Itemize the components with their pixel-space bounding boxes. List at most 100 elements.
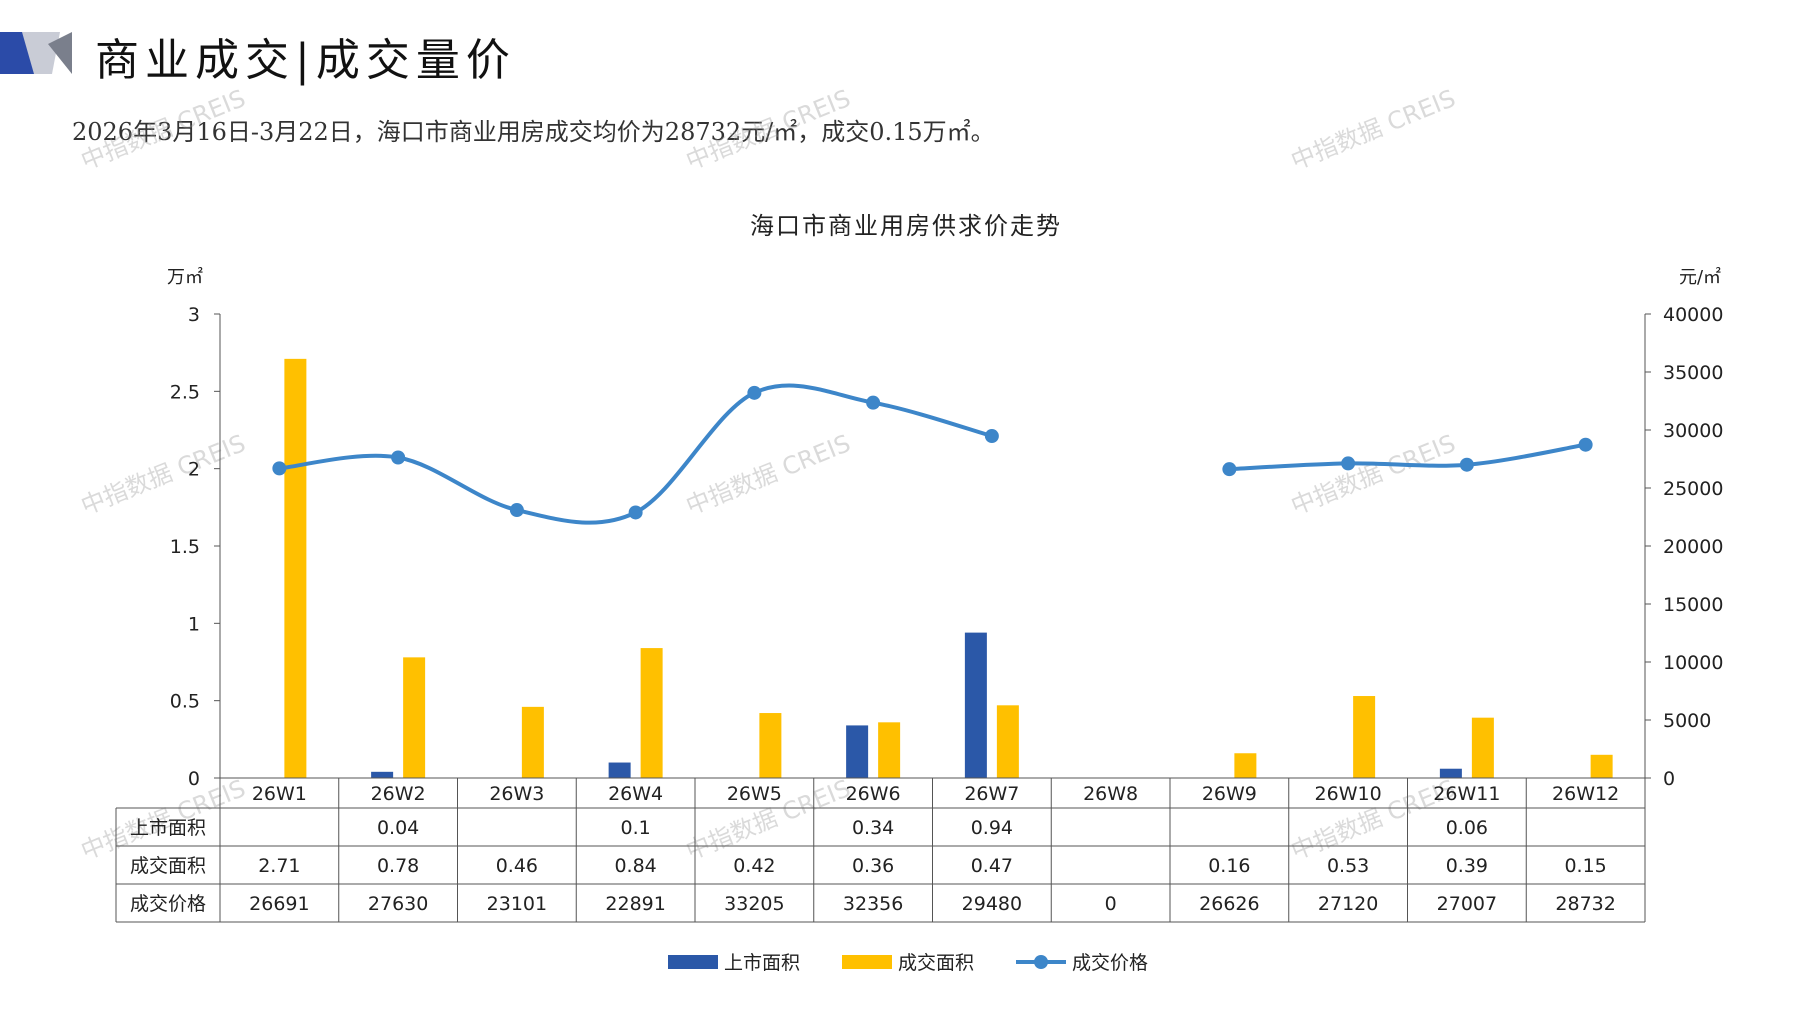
bar-deal-area	[1590, 754, 1613, 778]
price-point	[391, 450, 406, 465]
data-label: 0.46	[496, 855, 538, 877]
table-row-header: 上市面积	[130, 817, 206, 839]
legend-marker-price	[1034, 955, 1048, 969]
price-point	[1459, 457, 1474, 472]
y-left-tick-label: 2.5	[170, 381, 200, 403]
legend-swatch-supply	[668, 955, 718, 969]
bar-deal-area	[640, 648, 663, 778]
page-title: 商业成交|成交量价	[95, 35, 516, 86]
axes: 3 2.5 2 1.5 1 0.5 0 40000 35000 30000 25000 20000 15…	[170, 304, 1724, 790]
data-label: 27630	[368, 893, 428, 915]
x-tick-label: 26W12	[1552, 783, 1619, 805]
y-right-tick-label: 0	[1663, 768, 1675, 790]
bar-deal-area	[284, 358, 307, 778]
data-label: 22891	[605, 893, 665, 915]
y-right-tick-label: 5000	[1663, 710, 1711, 732]
data-label: 27120	[1318, 893, 1378, 915]
x-tick-label: 26W4	[608, 783, 663, 805]
y-right-tick-label: 25000	[1663, 478, 1723, 500]
y-right-tick-label: 20000	[1663, 536, 1723, 558]
y-right-unit: 元/㎡	[1679, 266, 1721, 288]
price-point	[509, 503, 524, 518]
y-left-tick-label: 1.5	[170, 536, 200, 558]
bar-deal-area	[996, 705, 1019, 778]
data-label: 0.16	[1208, 855, 1250, 877]
bar-supply-area	[846, 725, 869, 778]
y-left-tick-label: 2	[188, 459, 200, 481]
price-point	[1341, 456, 1356, 471]
y-left-tick-label: 0	[188, 768, 200, 790]
x-tick-label: 26W9	[1202, 783, 1257, 805]
data-label: 0.1	[621, 817, 651, 839]
bar-supply-area	[608, 762, 631, 778]
bar-deal-area	[759, 713, 782, 778]
data-label: 0.53	[1327, 855, 1369, 877]
data-label: 27007	[1437, 893, 1497, 915]
price-point	[1222, 462, 1237, 477]
y-right-tick-label: 15000	[1663, 594, 1723, 616]
y-right-tick-label: 40000	[1663, 304, 1723, 326]
data-label: 23101	[487, 893, 547, 915]
data-label: 0.06	[1446, 817, 1488, 839]
x-tick-label: 26W11	[1433, 783, 1500, 805]
data-label: 33205	[724, 893, 784, 915]
data-label: 32356	[843, 893, 903, 915]
x-tick-label: 26W1	[252, 783, 307, 805]
data-label: 0.84	[614, 855, 656, 877]
data-label: 0.39	[1446, 855, 1488, 877]
bar-deal-area	[403, 657, 426, 778]
data-label: 2.71	[258, 855, 300, 877]
bar-deal-area	[1471, 717, 1494, 778]
data-label: 0.94	[971, 817, 1013, 839]
chart-title: 海口市商业用房供求价走势	[750, 212, 1062, 240]
price-point	[1578, 437, 1593, 452]
bar-supply-area	[1439, 768, 1462, 778]
data-label: 28732	[1555, 893, 1615, 915]
x-tick-label: 26W5	[727, 783, 782, 805]
logo-icon	[0, 32, 72, 74]
bar-supply-area	[371, 771, 394, 778]
price-point	[747, 385, 762, 400]
y-left-tick-label: 0.5	[170, 691, 200, 713]
y-left-tick-label: 3	[188, 304, 200, 326]
x-tick-label: 26W3	[489, 783, 544, 805]
data-label: 29480	[962, 893, 1022, 915]
data-label: 0.47	[971, 855, 1013, 877]
data-table: 26W1 26W2 26W3 26W4 26W5 26W6 26W7 26W8 26W9 26W1…	[115, 777, 1646, 923]
data-label: 0	[1105, 893, 1117, 915]
header: 商业成交|成交量价	[0, 18, 700, 88]
data-label: 0.36	[852, 855, 894, 877]
bars	[284, 358, 1613, 778]
price-line-segment	[279, 383, 993, 525]
table-row-header: 成交面积	[130, 855, 206, 877]
x-tick-label: 26W2	[371, 783, 426, 805]
legend-label: 成交价格	[1072, 952, 1148, 974]
bar-deal-area	[1353, 696, 1376, 778]
price-point	[984, 429, 999, 444]
data-label: 0.78	[377, 855, 419, 877]
x-tick-label: 26W8	[1083, 783, 1138, 805]
bar-deal-area	[878, 722, 901, 778]
y-right-tick-label: 10000	[1663, 652, 1723, 674]
table-row-header: 成交价格	[130, 893, 206, 915]
x-tick-label: 26W7	[964, 783, 1019, 805]
data-label: 0.34	[852, 817, 894, 839]
price-line-segment	[1229, 442, 1586, 472]
price-point	[866, 395, 881, 410]
data-label: 0.15	[1564, 855, 1606, 877]
x-tick-label: 26W6	[846, 783, 901, 805]
data-label: 26691	[249, 893, 309, 915]
legend: 上市面积 成交面积 成交价格	[668, 952, 1148, 974]
bar-deal-area	[521, 706, 544, 778]
data-label: 26626	[1199, 893, 1259, 915]
y-left-tick-label: 1	[188, 613, 200, 635]
y-right-tick-label: 35000	[1663, 362, 1723, 384]
price-line	[272, 383, 1593, 525]
price-point	[272, 461, 287, 476]
page-subtitle: 2026年3月16日-3月22日，海口市商业用房成交均价为28732元/㎡，成交…	[72, 118, 995, 146]
y-right-tick-label: 30000	[1663, 420, 1723, 442]
data-label: 0.42	[733, 855, 775, 877]
legend-label: 上市面积	[724, 952, 800, 974]
price-point	[628, 505, 643, 520]
data-label: 0.04	[377, 817, 419, 839]
